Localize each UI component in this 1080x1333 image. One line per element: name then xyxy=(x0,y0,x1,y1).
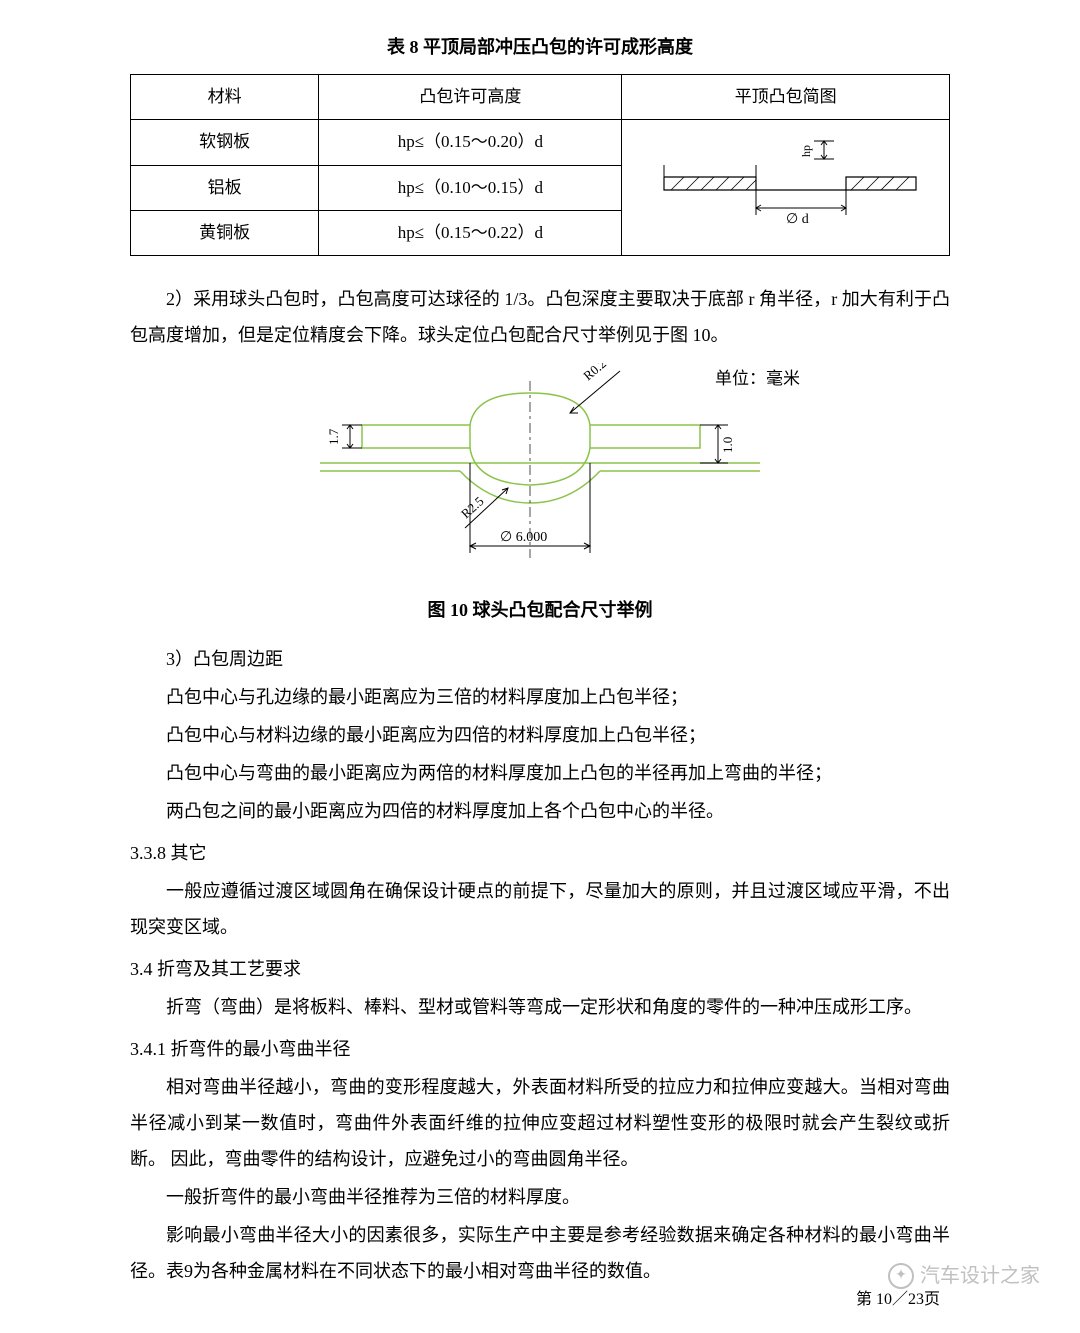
table-header-row: 材料 凸包许可高度 平顶凸包简图 xyxy=(131,75,950,120)
table8-title: 表 8 平顶局部冲压凸包的许可成形高度 xyxy=(130,30,950,64)
para-341-1: 相对弯曲半径越小，弯曲的变形程度越大，外表面材料所受的拉应力和拉伸应变越大。当相… xyxy=(130,1069,950,1177)
cell-diagram: hp xyxy=(622,120,950,256)
page-number: 第 10／23页 xyxy=(856,1285,940,1315)
table8: 材料 凸包许可高度 平顶凸包简图 软钢板 hp≤（0.15～0.20）d hp xyxy=(130,74,950,256)
dim-r02: R0.2 xyxy=(580,363,609,383)
unit-label: 单位：毫米 xyxy=(715,363,800,395)
para-338: 一般应遵循过渡区域圆角在确保设计硬点的前提下，尽量加大的原则，并且过渡区域应平滑… xyxy=(130,873,950,945)
section3-title: 3）凸包周边距 xyxy=(130,641,950,677)
cell-height: hp≤（0.15～0.22）d xyxy=(319,211,622,256)
dim-r25: R2.5 xyxy=(458,494,487,522)
section3-line: 凸包中心与材料边缘的最小距离应为四倍的材料厚度加上凸包半径； xyxy=(130,717,950,753)
cell-height: hp≤（0.15～0.20）d xyxy=(319,120,622,165)
th-material: 材料 xyxy=(131,75,319,120)
heading-341: 3.4.1 折弯件的最小弯曲半径 xyxy=(130,1031,950,1067)
figure-10-container: 单位：毫米 1.7 xyxy=(130,363,950,584)
para-341-2: 一般折弯件的最小弯曲半径推荐为三倍的材料厚度。 xyxy=(130,1179,950,1215)
cell-height: hp≤（0.10～0.15）d xyxy=(319,165,622,210)
cell-material: 黄铜板 xyxy=(131,211,319,256)
section3-line: 两凸包之间的最小距离应为四倍的材料厚度加上各个凸包中心的半径。 xyxy=(130,793,950,829)
section3-line: 凸包中心与弯曲的最小距离应为两倍的材料厚度加上凸包的半径再加上弯曲的半径； xyxy=(130,755,950,791)
heading-34: 3.4 折弯及其工艺要求 xyxy=(130,951,950,987)
dim-1.0: 1.0 xyxy=(720,437,735,453)
dim-1.7: 1.7 xyxy=(326,429,341,446)
table-row: 软钢板 hp≤（0.15～0.20）d hp xyxy=(131,120,950,165)
heading-338: 3.3.8 其它 xyxy=(130,835,950,871)
cell-material: 铝板 xyxy=(131,165,319,210)
phi-label: ∅ d xyxy=(786,212,809,227)
paragraph-2: 2）采用球头凸包时，凸包高度可达球径的 1/3。凸包深度主要取决于底部 r 角半… xyxy=(130,281,950,353)
para-34: 折弯（弯曲）是将板料、棒料、型材或管料等弯成一定形状和角度的零件的一种冲压成形工… xyxy=(130,989,950,1025)
cell-material: 软钢板 xyxy=(131,120,319,165)
hp-label: hp xyxy=(799,145,813,157)
flat-top-diagram: hp xyxy=(646,135,926,230)
th-height: 凸包许可高度 xyxy=(319,75,622,120)
figure-10-caption: 图 10 球头凸包配合尺寸举例 xyxy=(130,593,950,627)
th-diagram: 平顶凸包简图 xyxy=(622,75,950,120)
section3-line: 凸包中心与孔边缘的最小距离应为三倍的材料厚度加上凸包半径； xyxy=(130,679,950,715)
para-341-3: 影响最小弯曲半径大小的因素很多，实际生产中主要是参考经验数据来确定各种材料的最小… xyxy=(130,1217,950,1289)
dim-phi6: ∅ 6.000 xyxy=(500,530,547,545)
